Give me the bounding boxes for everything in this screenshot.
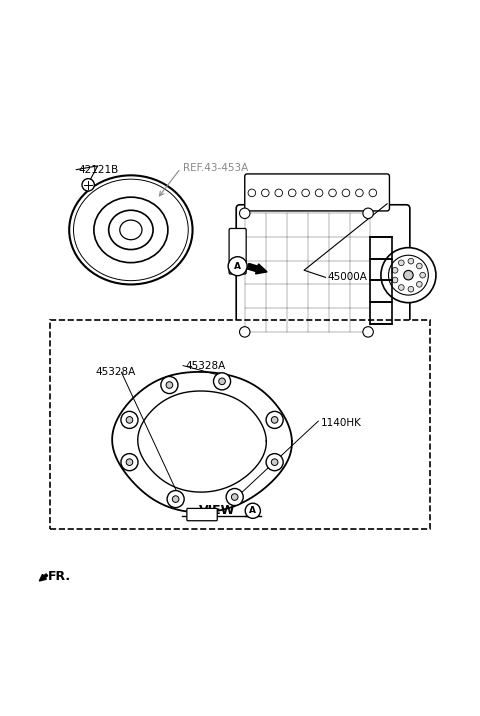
Circle shape [121, 412, 138, 428]
Circle shape [82, 179, 95, 191]
Circle shape [166, 382, 173, 388]
FancyBboxPatch shape [245, 174, 389, 211]
Circle shape [408, 258, 414, 264]
Circle shape [392, 268, 398, 273]
Circle shape [381, 248, 436, 303]
Circle shape [266, 412, 283, 428]
Circle shape [240, 326, 250, 337]
Circle shape [302, 189, 310, 197]
Text: 1140HK: 1140HK [321, 418, 361, 428]
Circle shape [363, 208, 373, 218]
Text: VIEW: VIEW [199, 504, 235, 517]
Circle shape [231, 494, 238, 500]
Text: A: A [249, 506, 256, 516]
Circle shape [262, 189, 269, 197]
Circle shape [398, 260, 404, 266]
Circle shape [417, 281, 422, 287]
Circle shape [240, 208, 250, 218]
Circle shape [271, 417, 278, 423]
FancyBboxPatch shape [236, 205, 410, 340]
Text: REF.43-453A: REF.43-453A [183, 163, 248, 173]
Circle shape [356, 189, 363, 197]
Circle shape [219, 378, 225, 384]
FancyArrow shape [39, 574, 48, 581]
Circle shape [342, 189, 350, 197]
Circle shape [121, 454, 138, 470]
Text: A: A [234, 261, 241, 271]
Circle shape [167, 490, 184, 508]
Circle shape [245, 503, 261, 518]
Bar [50, 320, 430, 529]
Circle shape [228, 257, 247, 276]
Circle shape [404, 271, 413, 280]
Text: 45328A: 45328A [185, 361, 226, 371]
FancyArrow shape [247, 263, 267, 274]
Circle shape [271, 459, 278, 465]
Text: FR.: FR. [48, 570, 71, 583]
Circle shape [126, 417, 133, 423]
Ellipse shape [108, 211, 153, 250]
Ellipse shape [120, 220, 142, 240]
Circle shape [248, 189, 256, 197]
Ellipse shape [73, 179, 188, 281]
Circle shape [275, 189, 283, 197]
Circle shape [369, 189, 377, 197]
Circle shape [363, 326, 373, 337]
Circle shape [392, 277, 398, 283]
FancyBboxPatch shape [229, 228, 246, 274]
Ellipse shape [94, 197, 168, 263]
Circle shape [420, 272, 425, 278]
FancyBboxPatch shape [187, 508, 217, 521]
Ellipse shape [69, 175, 192, 284]
Circle shape [214, 373, 230, 390]
Circle shape [388, 255, 428, 295]
Circle shape [226, 488, 243, 505]
Circle shape [172, 495, 179, 503]
Circle shape [126, 459, 133, 465]
Circle shape [417, 263, 422, 269]
Text: 45000A: 45000A [328, 272, 368, 282]
Circle shape [288, 189, 296, 197]
Circle shape [266, 454, 283, 470]
Text: 45328A: 45328A [96, 367, 135, 377]
Circle shape [161, 377, 178, 394]
Circle shape [329, 189, 336, 197]
Circle shape [398, 285, 404, 290]
Text: 42121B: 42121B [79, 165, 119, 175]
Circle shape [315, 189, 323, 197]
Circle shape [408, 286, 414, 292]
